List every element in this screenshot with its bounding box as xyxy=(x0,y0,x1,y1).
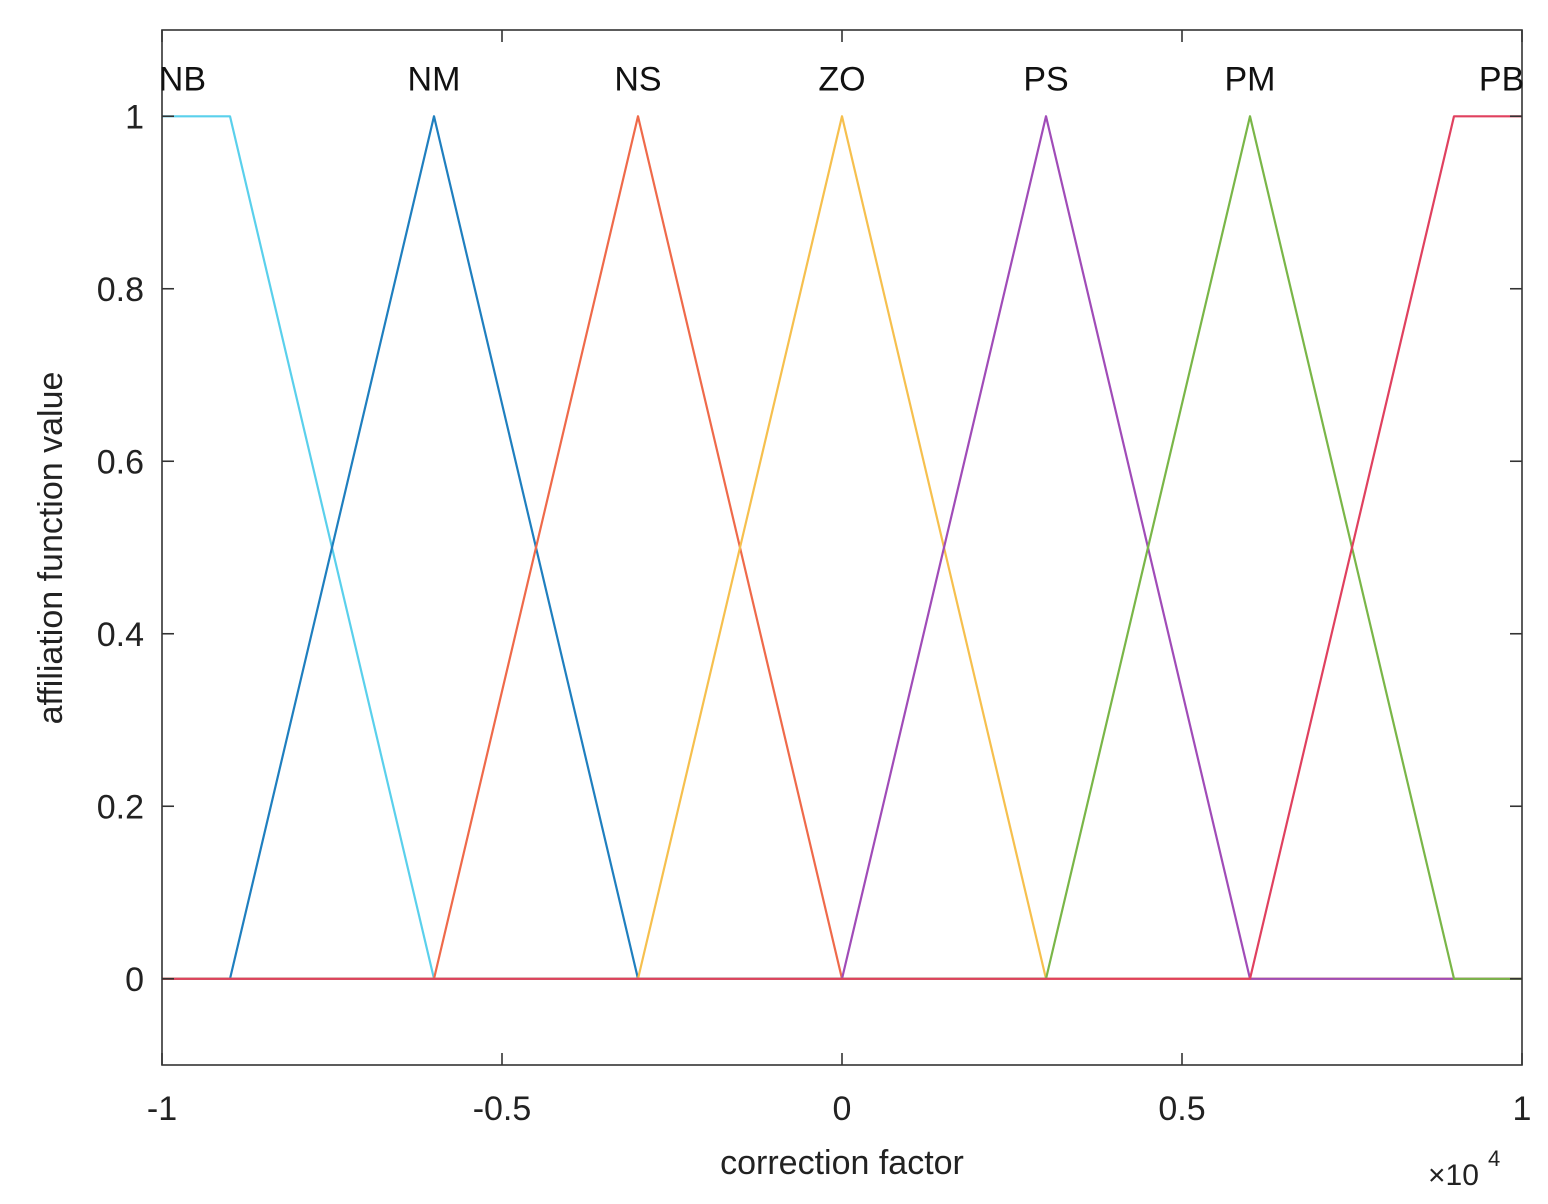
mf-label-layer: NB NM NS ZO PS PM PB xyxy=(159,60,1524,98)
mf-label-nb: NB xyxy=(159,60,206,98)
x-multiplier-exponent: 4 xyxy=(1488,1146,1500,1171)
series-line-pb xyxy=(162,115,1522,980)
x-tick-label: 0.5 xyxy=(1158,1090,1205,1128)
tick-layer: -1 -0.5 0 0.5 1 0 0.2 0.4 0.6 0.8 1 xyxy=(97,30,1532,1128)
plot-area xyxy=(162,30,1522,1065)
y-tick-label: 0.6 xyxy=(97,443,144,481)
x-tick-label: 1 xyxy=(1513,1090,1532,1128)
y-tick-label: 0.8 xyxy=(97,271,144,309)
mf-label-ps: PS xyxy=(1023,60,1068,98)
mf-label-zo: ZO xyxy=(818,60,865,98)
x-tick-label: 0 xyxy=(833,1090,852,1128)
x-tick-label: -1 xyxy=(147,1090,177,1128)
y-axis-label: affiliation function value xyxy=(32,372,70,725)
y-tick-label: 1 xyxy=(125,98,144,136)
y-tick-label: 0.2 xyxy=(97,788,144,826)
mf-label-pm: PM xyxy=(1225,60,1276,98)
mf-label-ns: NS xyxy=(614,60,661,98)
y-tick-label: 0.4 xyxy=(97,616,144,654)
series-layer xyxy=(162,115,1522,980)
mf-label-nm: NM xyxy=(408,60,461,98)
x-tick-label: -0.5 xyxy=(473,1090,532,1128)
x-axis-label: correction factor xyxy=(720,1144,964,1182)
mf-label-pb: PB xyxy=(1479,60,1524,98)
x-multiplier: ×10 4 xyxy=(1428,1146,1500,1192)
x-multiplier-base: ×10 xyxy=(1428,1159,1479,1192)
y-tick-label: 0 xyxy=(125,961,144,999)
